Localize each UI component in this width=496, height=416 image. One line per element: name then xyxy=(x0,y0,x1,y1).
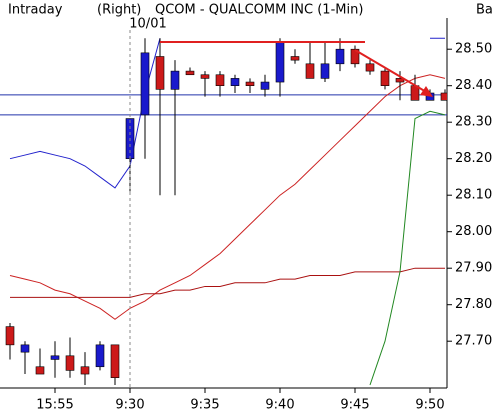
candle-body xyxy=(260,81,270,90)
y-tick-label: 27.70 xyxy=(455,334,492,349)
candle-body xyxy=(440,92,447,101)
chart-mode: Intraday xyxy=(8,3,63,18)
y-tick-label: 27.90 xyxy=(455,261,492,276)
x-tick-label: 9:45 xyxy=(340,398,369,413)
candle-body xyxy=(185,70,195,76)
indicator-line xyxy=(9,74,446,320)
x-tick-label: 9:35 xyxy=(190,398,219,413)
trend-annotation xyxy=(354,49,429,94)
candle-body xyxy=(305,63,315,79)
candle-body xyxy=(245,81,255,87)
candle-body xyxy=(365,63,375,72)
y-tick-label: 28.50 xyxy=(455,42,492,57)
candle-body xyxy=(35,366,45,375)
y-tick-label: 27.80 xyxy=(455,297,492,312)
session-label: 10/01 xyxy=(129,17,166,32)
indicator-line xyxy=(9,37,445,189)
candle-body xyxy=(350,48,360,65)
indicator-line xyxy=(369,110,446,386)
candle-body xyxy=(380,70,390,86)
x-tick-label: 9:40 xyxy=(265,398,294,413)
candle-body xyxy=(155,56,165,90)
chart-title: QCOM - QUALCOMM INC (1-Min) xyxy=(155,3,363,18)
candle-body xyxy=(275,41,285,83)
candle-body xyxy=(320,63,330,79)
candle-body xyxy=(50,355,60,360)
chart-side: (Right) xyxy=(97,3,141,18)
corner-label: Ba xyxy=(476,3,493,18)
candle-body xyxy=(335,48,345,65)
candle-body xyxy=(110,344,120,379)
candle-body xyxy=(290,56,300,61)
candle-body xyxy=(20,344,30,353)
x-tick-label: 15:55 xyxy=(36,398,73,413)
y-tick-label: 28.40 xyxy=(455,78,492,93)
candle-body xyxy=(230,78,240,87)
indicator-line xyxy=(10,267,445,298)
y-tick-label: 28.10 xyxy=(455,188,492,203)
y-tick-label: 28.20 xyxy=(455,151,492,166)
candle-body xyxy=(200,74,210,79)
candle-body xyxy=(215,74,225,86)
y-tick-label: 28.30 xyxy=(455,115,492,130)
candle-body xyxy=(170,70,180,90)
x-tick-label: 9:50 xyxy=(415,398,444,413)
candle-body xyxy=(65,355,75,371)
candle-body xyxy=(140,52,150,116)
candle-body xyxy=(95,344,105,368)
candle-body xyxy=(395,78,405,83)
candle-body xyxy=(5,326,15,346)
x-tick-label: 9:30 xyxy=(115,398,144,413)
y-tick-label: 28.00 xyxy=(455,224,492,239)
plot-area xyxy=(0,37,447,386)
candle-body xyxy=(80,366,90,375)
trend-arrowhead xyxy=(420,86,433,97)
